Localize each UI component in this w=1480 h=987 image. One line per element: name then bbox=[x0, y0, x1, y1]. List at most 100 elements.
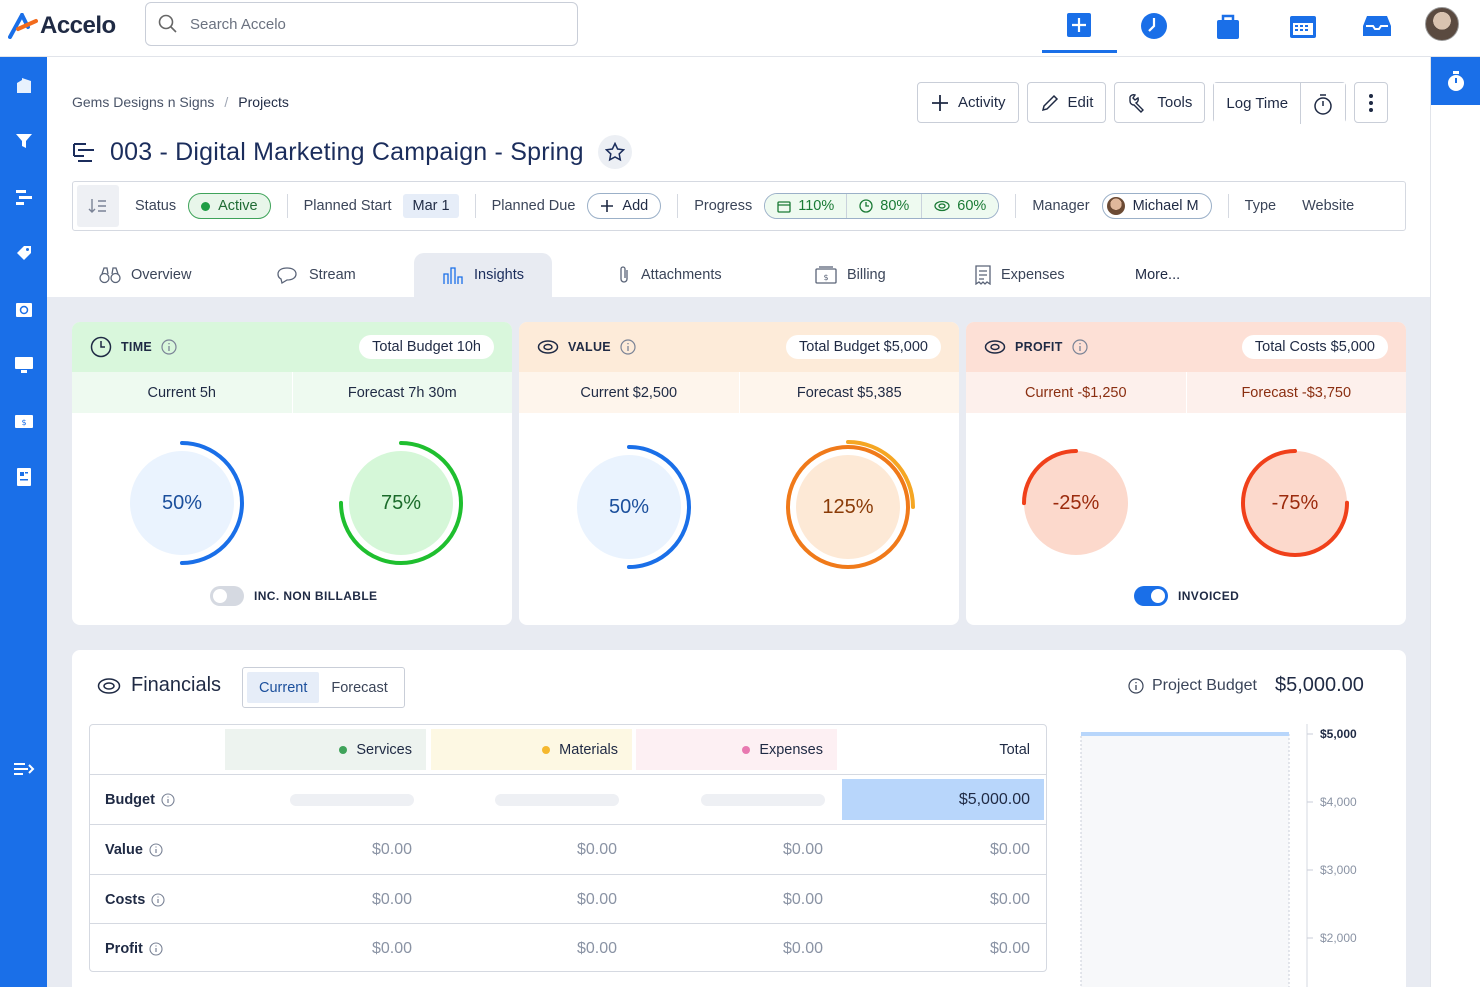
col-services-label: Services bbox=[356, 741, 412, 758]
add-due-date-button[interactable]: Add bbox=[587, 193, 662, 219]
time-forecast-percent: 75% bbox=[380, 491, 422, 514]
svg-text:$: $ bbox=[823, 273, 828, 282]
pencil-icon bbox=[1041, 94, 1058, 111]
sidebar-item-retainers[interactable] bbox=[0, 289, 47, 329]
row-label: Costs bbox=[105, 892, 165, 908]
progress-label: Progress bbox=[694, 198, 753, 214]
mode-forecast-button[interactable]: Forecast bbox=[331, 679, 388, 696]
info-icon[interactable] bbox=[1128, 677, 1144, 694]
time-total-budget: Total Budget 10h bbox=[359, 335, 494, 359]
status-value: Active bbox=[218, 198, 258, 214]
tab-attachments[interactable]: Attachments bbox=[617, 253, 722, 297]
progress-pill[interactable]: 110% 80% 60% bbox=[764, 193, 1000, 219]
wrench-icon bbox=[1129, 93, 1145, 113]
add-activity-button[interactable]: Activity bbox=[917, 82, 1019, 123]
create-button[interactable] bbox=[1042, 0, 1117, 53]
tab-more[interactable]: More... bbox=[1135, 253, 1180, 297]
start-timer-button[interactable] bbox=[1300, 83, 1346, 124]
value-current-percent: 50% bbox=[608, 495, 650, 518]
breadcrumb-company[interactable]: Gems Designs n Signs bbox=[72, 94, 215, 110]
info-icon[interactable] bbox=[161, 792, 175, 807]
sidebar-item-invoices[interactable]: $ bbox=[0, 401, 47, 441]
manager-label: Manager bbox=[1032, 198, 1090, 214]
time-current-ring bbox=[120, 441, 244, 565]
search-icon bbox=[158, 14, 177, 33]
row-label: Budget bbox=[105, 792, 175, 808]
calendar-button[interactable] bbox=[1266, 0, 1341, 52]
sidebar-item-sales[interactable] bbox=[0, 121, 47, 161]
col-total-label: Total bbox=[999, 741, 1030, 758]
stopwatch-button[interactable] bbox=[1431, 57, 1480, 105]
sidebar-item-companies[interactable] bbox=[0, 65, 47, 105]
services-placeholder bbox=[290, 793, 414, 806]
log-time-button[interactable]: Log Time bbox=[1214, 83, 1301, 124]
svg-text:$: $ bbox=[21, 418, 26, 427]
search-box[interactable] bbox=[145, 2, 578, 46]
info-icon[interactable] bbox=[620, 339, 636, 355]
tab-overview[interactable]: Overview bbox=[99, 253, 191, 297]
tab-expenses[interactable]: Expenses bbox=[975, 253, 1065, 297]
expenses-placeholder bbox=[701, 793, 825, 806]
tab-stream[interactable]: Stream bbox=[277, 253, 356, 297]
info-icon[interactable] bbox=[1072, 339, 1088, 355]
clock-icon bbox=[859, 199, 873, 213]
planned-start-label: Planned Start bbox=[303, 198, 392, 214]
col-materials-label: Materials bbox=[559, 741, 618, 758]
financials-title: Financials bbox=[97, 674, 221, 697]
coins-icon bbox=[97, 677, 121, 694]
meta-expand-button[interactable] bbox=[77, 185, 119, 227]
progress-schedule-value: 110% bbox=[798, 198, 835, 214]
value-card-summary: Current $2,500 Forecast $5,385 bbox=[519, 372, 959, 413]
time-circles: 50% 75% bbox=[72, 413, 512, 588]
planned-start-value[interactable]: Mar 1 bbox=[403, 194, 459, 218]
profit-card: PROFIT Total Costs $5,000 Current -$1,25… bbox=[966, 322, 1406, 625]
value-card-title: VALUE bbox=[568, 340, 611, 354]
profit-row-label: Profit bbox=[105, 940, 143, 957]
mode-current-button[interactable]: Current bbox=[247, 672, 320, 703]
project-header: Gems Designs n Signs / Projects Activity… bbox=[47, 57, 1430, 297]
inbox-icon bbox=[1363, 16, 1392, 36]
inbox-button[interactable] bbox=[1340, 0, 1415, 52]
accelo-logo[interactable]: Accelo bbox=[8, 10, 116, 42]
manager-chip[interactable]: Michael M bbox=[1101, 193, 1212, 219]
info-icon[interactable] bbox=[151, 892, 165, 907]
tab-insights[interactable]: Insights bbox=[414, 253, 552, 297]
financials-panel: Financials Current Forecast Project Budg… bbox=[72, 650, 1406, 987]
progress-time: 80% bbox=[846, 194, 922, 218]
info-icon[interactable] bbox=[161, 339, 177, 355]
more-actions-button[interactable] bbox=[1354, 82, 1389, 123]
sidebar-item-projects[interactable] bbox=[0, 177, 47, 217]
materials-placeholder bbox=[495, 793, 619, 806]
value-current: Current $2,500 bbox=[580, 384, 678, 401]
user-avatar[interactable] bbox=[1425, 7, 1459, 41]
tools-button[interactable]: Tools bbox=[1114, 82, 1206, 123]
sidebar-item-reports[interactable] bbox=[0, 457, 47, 497]
sidebar-item-tickets[interactable] bbox=[0, 233, 47, 273]
work-button[interactable] bbox=[1191, 0, 1266, 52]
profit-total-cell: $0.00 bbox=[989, 939, 1030, 957]
costs-services-cell: $0.00 bbox=[371, 890, 412, 908]
search-input[interactable] bbox=[190, 15, 550, 33]
sidebar-item-dashboards[interactable] bbox=[0, 345, 47, 385]
value-materials-cell: $0.00 bbox=[576, 840, 617, 858]
chart-bar[interactable] bbox=[1080, 733, 1290, 987]
budget-chart: $5,000 $4,000 $3,000 $2,000 bbox=[1080, 724, 1357, 987]
timer-button[interactable] bbox=[1117, 0, 1192, 52]
time-forecast-gauge: 75% bbox=[331, 433, 471, 573]
tab-billing[interactable]: $ Billing bbox=[815, 253, 886, 297]
breadcrumb-section[interactable]: Projects bbox=[238, 94, 289, 110]
time-forecast-ring bbox=[339, 441, 463, 565]
coins-icon bbox=[934, 200, 950, 212]
value-current-ring bbox=[567, 445, 691, 569]
invoiced-toggle[interactable] bbox=[1134, 586, 1168, 606]
manager-value: Michael M bbox=[1132, 198, 1199, 214]
info-icon[interactable] bbox=[149, 941, 163, 956]
info-icon[interactable] bbox=[149, 842, 163, 857]
tab-more-label: More... bbox=[1135, 267, 1181, 283]
sidebar-collapse-button[interactable] bbox=[0, 749, 47, 789]
status-badge[interactable]: Active bbox=[188, 193, 271, 219]
plus-icon bbox=[601, 200, 614, 212]
non-billable-toggle[interactable] bbox=[210, 586, 244, 606]
favorite-button[interactable] bbox=[597, 135, 632, 169]
edit-button[interactable]: Edit bbox=[1026, 82, 1107, 123]
